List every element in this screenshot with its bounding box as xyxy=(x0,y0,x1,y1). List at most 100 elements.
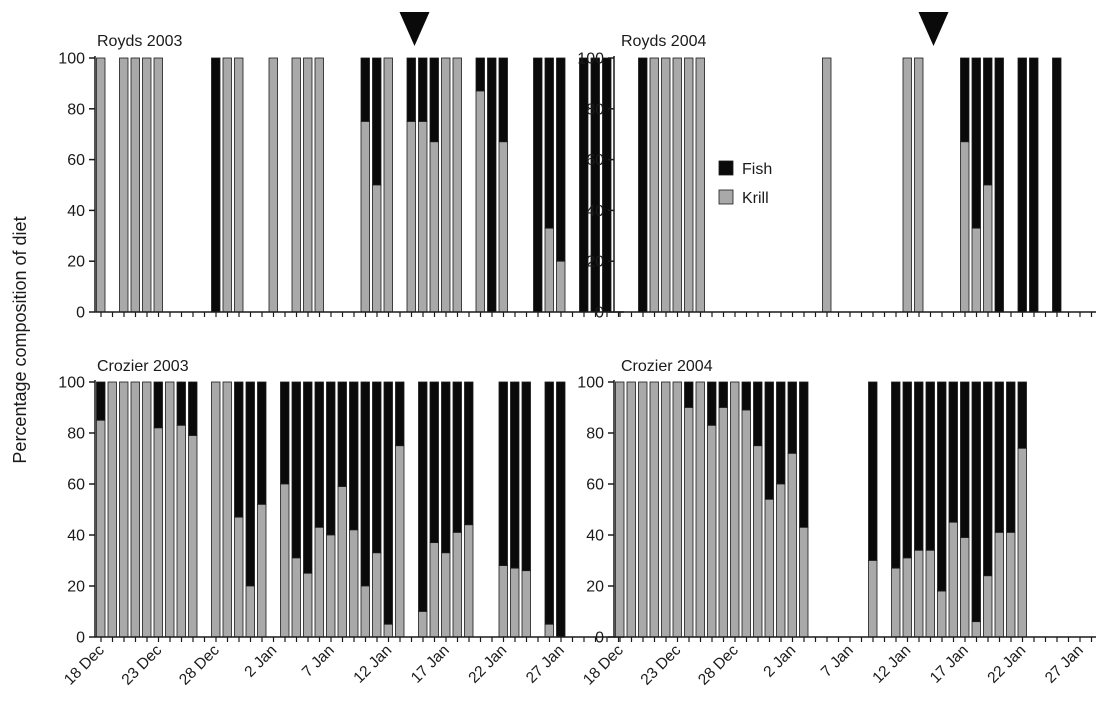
y-tick-label: 100 xyxy=(58,375,85,392)
bar-fish xyxy=(314,381,324,528)
legend-label-fish: Fish xyxy=(742,161,772,178)
bar-fish xyxy=(257,381,267,505)
bar-krill xyxy=(142,57,152,313)
bar-krill xyxy=(441,552,451,638)
legend-swatch-fish xyxy=(718,160,734,176)
bar-krill xyxy=(452,57,462,313)
bar-fish xyxy=(556,381,566,638)
bar-krill xyxy=(395,445,405,638)
y-tick-label: 100 xyxy=(58,51,85,68)
x-tick-label: 7 Jan xyxy=(299,642,338,681)
x-tick-label: 12 Jan xyxy=(350,642,395,687)
bar-fish xyxy=(372,57,382,186)
bar-krill xyxy=(337,486,347,638)
bar-fish xyxy=(395,381,405,447)
bar-fish xyxy=(891,381,901,569)
bar-fish xyxy=(960,381,970,538)
y-tick-label: 60 xyxy=(586,152,604,169)
y-axis-title: Percentage composition of diet xyxy=(10,216,30,463)
bar-krill xyxy=(868,560,878,638)
bar-fish xyxy=(245,381,255,587)
bar-fish xyxy=(211,57,221,313)
bar-fish xyxy=(498,381,508,567)
bar-krill xyxy=(695,57,705,313)
bar-fish xyxy=(372,381,382,554)
bar-fish xyxy=(418,381,428,612)
bar-krill xyxy=(914,57,924,313)
y-tick-label: 80 xyxy=(67,426,85,443)
bar-fish xyxy=(937,381,947,592)
bar-fish xyxy=(475,57,485,92)
bar-krill xyxy=(130,381,140,638)
bar-fish xyxy=(556,57,566,262)
bar-fish xyxy=(418,57,428,122)
bar-krill xyxy=(406,121,416,313)
bar-krill xyxy=(349,529,359,638)
bar-krill xyxy=(268,57,278,313)
bar-krill xyxy=(902,57,912,313)
bar-fish xyxy=(360,57,370,122)
x-tick-label: 17 Jan xyxy=(408,642,453,687)
bar-fish xyxy=(776,381,786,485)
y-tick-label: 80 xyxy=(586,101,604,118)
bar-krill xyxy=(753,445,763,638)
x-tick-label: 23 Dec xyxy=(638,642,685,689)
bar-fish xyxy=(994,381,1004,533)
bar-fish xyxy=(360,381,370,587)
bar-krill xyxy=(521,570,531,638)
legend: Fish Krill xyxy=(718,160,772,207)
bar-fish xyxy=(326,381,336,536)
bar-krill xyxy=(672,381,682,638)
bar-krill xyxy=(452,532,462,638)
y-tick-label: 0 xyxy=(76,630,85,647)
bar-krill xyxy=(234,57,244,313)
panel-title: Royds 2004 xyxy=(621,33,706,50)
bar-krill xyxy=(649,381,659,638)
bar-krill xyxy=(429,141,439,313)
y-tick-label: 20 xyxy=(67,254,85,271)
bar-fish xyxy=(971,381,981,623)
bar-krill xyxy=(441,57,451,313)
bar-krill xyxy=(429,542,439,638)
bar-fish xyxy=(464,381,474,526)
bar-fish xyxy=(799,381,809,528)
bar-krill xyxy=(718,407,728,638)
bar-krill xyxy=(937,590,947,638)
bar-fish xyxy=(487,57,497,313)
bar-fish xyxy=(579,57,589,313)
x-tick-label: 2 Jan xyxy=(760,642,799,681)
bar-fish xyxy=(753,381,763,447)
bar-fish xyxy=(291,381,301,559)
bar-fish xyxy=(983,57,993,186)
bar-krill xyxy=(222,381,232,638)
x-tick-label: 22 Jan xyxy=(465,642,510,687)
bar-fish xyxy=(280,381,290,485)
bar-fish xyxy=(707,381,717,426)
y-tick-label: 80 xyxy=(586,426,604,443)
bar-krill xyxy=(245,585,255,638)
bar-krill xyxy=(303,57,313,313)
panel-4: Crozier 2004 0 20 40 60 80 100 18 Dec 23 Dec 28 D… xyxy=(577,358,1096,689)
bar-krill xyxy=(741,409,751,638)
bar-krill xyxy=(96,419,106,638)
y-tick-label: 60 xyxy=(67,152,85,169)
bar-fish xyxy=(544,381,554,625)
bar-krill xyxy=(165,381,175,638)
bar-krill xyxy=(360,585,370,638)
x-tick-label: 23 Dec xyxy=(119,642,166,689)
bar-krill xyxy=(176,424,186,638)
bar-krill xyxy=(971,227,981,313)
bar-fish xyxy=(452,381,462,533)
y-tick-label: 40 xyxy=(586,203,604,220)
y-tick-label: 40 xyxy=(67,528,85,545)
bar-krill xyxy=(544,227,554,313)
event-marker-triangle xyxy=(918,12,949,46)
bar-krill xyxy=(925,549,935,638)
bar-krill xyxy=(280,483,290,638)
bar-krill xyxy=(257,503,267,638)
y-tick-label: 40 xyxy=(67,203,85,220)
bar-krill xyxy=(418,121,428,313)
bar-krill xyxy=(615,381,625,638)
x-tick-label: 2 Jan xyxy=(241,642,280,681)
